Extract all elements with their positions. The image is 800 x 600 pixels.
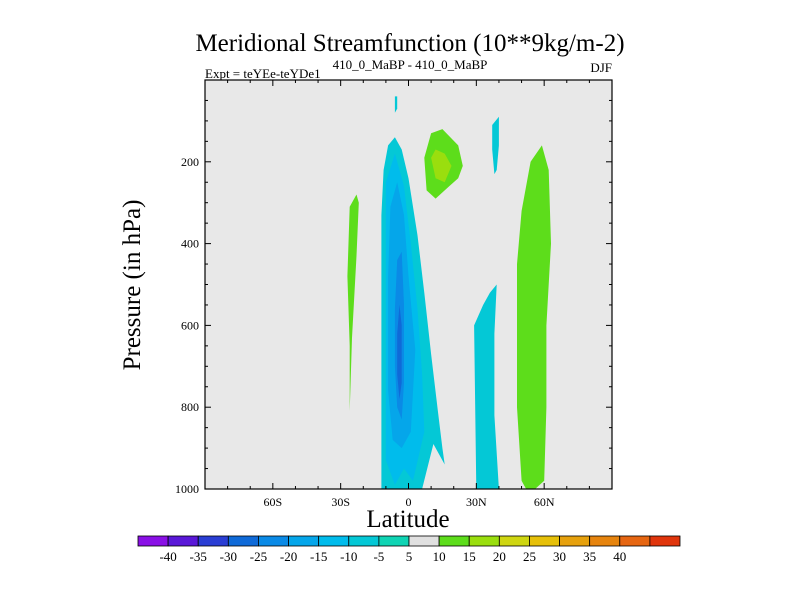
colorbar-label: 20 <box>493 549 506 564</box>
colorbar-swatch <box>137 535 169 547</box>
colorbar-label: -30 <box>220 549 237 564</box>
contour-region <box>492 116 499 175</box>
x-axis-label: Latitude <box>366 506 449 533</box>
y-axis-label: Pressure (in hPa) <box>119 200 146 371</box>
y-tick-label: 800 <box>181 400 199 414</box>
contour-region <box>347 194 359 412</box>
colorbar-label: -25 <box>250 549 267 564</box>
colorbar-label: -5 <box>373 549 384 564</box>
left-string: Expt = teYEe-teYDe1 <box>205 66 321 81</box>
colorbar-swatch <box>408 535 440 547</box>
contour-region <box>394 96 398 113</box>
x-tick-label: 60S <box>263 495 282 509</box>
colorbar-swatch <box>348 535 380 547</box>
colorbar: -40 -35 -30 -25 -20 -15 -10 -5 5 10 15 20 25 30 35 40 <box>137 535 681 564</box>
contour-region <box>517 145 551 489</box>
y-axis: 200 400 600 800 1000 <box>175 99 612 496</box>
colorbar-label: -40 <box>159 549 176 564</box>
colorbar-swatch <box>197 535 229 547</box>
colorbar-swatch <box>529 535 560 547</box>
x-axis: 60S 30S 0 30N 60N <box>227 80 590 509</box>
x-tick-label: 30N <box>466 495 487 509</box>
colorbar-label: -35 <box>190 549 207 564</box>
colorbar-swatch <box>589 535 621 547</box>
colorbar-swatch <box>258 535 289 547</box>
colorbar-swatch <box>649 535 681 547</box>
contour-region <box>474 284 499 489</box>
chart-title: Meridional Streamfunction (10**9kg/m-2) <box>195 30 625 57</box>
colorbar-swatch <box>167 535 199 547</box>
colorbar-label: 40 <box>613 549 626 564</box>
colorbar-swatch <box>378 535 410 547</box>
colorbar-label: 5 <box>406 549 413 564</box>
y-tick-label: 200 <box>181 155 199 169</box>
y-tick-label: 1000 <box>175 482 199 496</box>
colorbar-label: 35 <box>583 549 596 564</box>
colorbar-swatch <box>227 535 259 547</box>
x-tick-label: 60N <box>534 495 555 509</box>
colorbar-swatch <box>619 535 651 547</box>
contour-region <box>431 149 452 183</box>
colorbar-swatch <box>559 535 591 547</box>
colorbar-label: 25 <box>523 549 536 564</box>
colorbar-label: 10 <box>433 549 446 564</box>
colorbar-swatch <box>318 535 350 547</box>
colorbar-swatch <box>468 535 500 547</box>
center-string: 410_0_MaBP - 410_0_MaBP <box>332 57 488 72</box>
colorbar-swatch <box>498 535 530 547</box>
colorbar-label: -10 <box>340 549 357 564</box>
colorbar-label: 30 <box>553 549 566 564</box>
colorbar-label: -20 <box>280 549 297 564</box>
colorbar-swatch <box>438 535 470 547</box>
y-tick-label: 600 <box>181 318 199 332</box>
colorbar-swatch <box>288 535 320 547</box>
y-tick-label: 400 <box>181 237 199 251</box>
contour-region <box>397 305 402 399</box>
contour-regions <box>347 96 551 490</box>
x-tick-label: 0 <box>406 495 412 509</box>
right-string: DJF <box>590 60 612 75</box>
x-tick-label: 30S <box>331 495 350 509</box>
colorbar-label: -15 <box>310 549 327 564</box>
colorbar-label: 15 <box>463 549 476 564</box>
